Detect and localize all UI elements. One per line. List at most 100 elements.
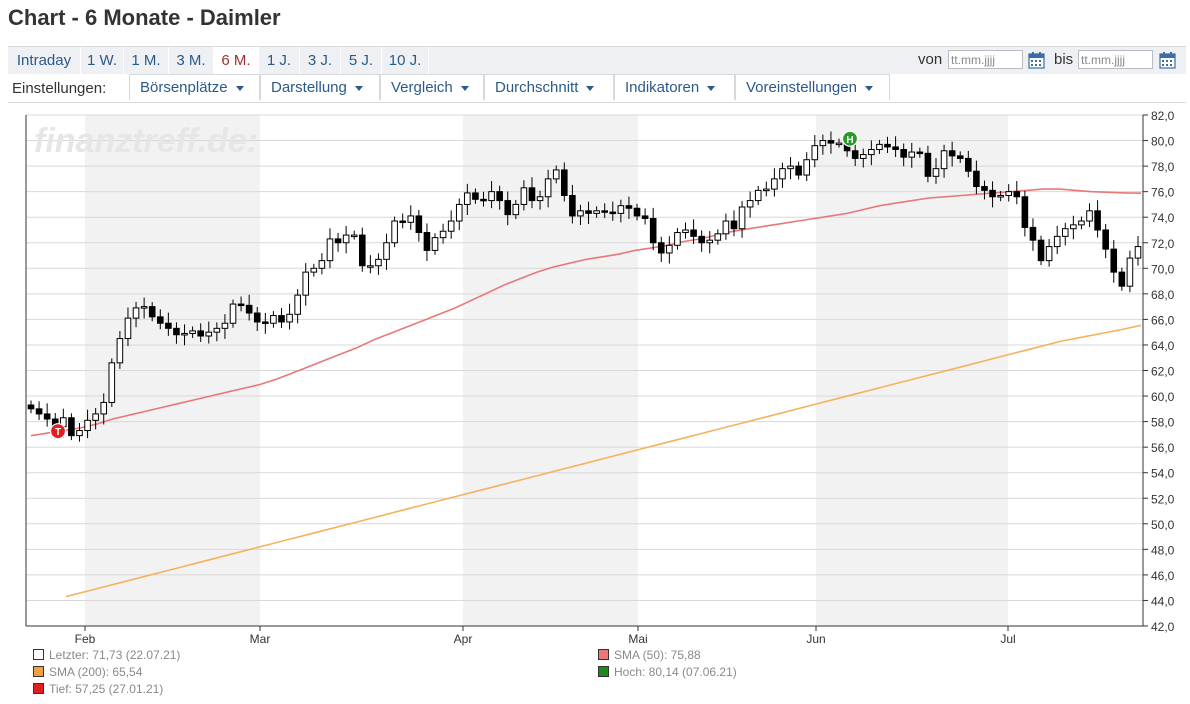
candle-body — [682, 229, 689, 234]
legend-swatch — [33, 683, 44, 694]
candle-body — [835, 142, 843, 146]
candle-body — [148, 306, 156, 318]
candle-body — [633, 207, 641, 217]
candle-body — [294, 294, 301, 315]
y-tick-label: 44,0 — [1151, 594, 1175, 608]
tab-3m[interactable]: 3 M. — [169, 47, 214, 74]
x-tick-label: Mar — [250, 632, 271, 646]
candle-body — [771, 178, 778, 190]
candle-body — [431, 237, 439, 251]
from-date-input[interactable]: tt.mm.jjjj — [948, 50, 1023, 69]
legend-item-sma50: SMA (50): 75,88 — [598, 648, 701, 662]
candle-body — [334, 238, 342, 244]
candle-body — [1070, 224, 1077, 230]
candle-body — [948, 150, 956, 157]
axes — [25, 115, 1144, 627]
candle-body — [229, 303, 237, 324]
candle-body — [1134, 246, 1142, 259]
candle-body — [189, 330, 196, 334]
tab-3j[interactable]: 3 J. — [300, 47, 341, 74]
menu-label: Indikatoren — [625, 79, 700, 96]
tab-1m[interactable]: 1 M. — [124, 47, 169, 74]
candle-body — [754, 189, 762, 202]
tab-5j[interactable]: 5 J. — [341, 47, 382, 74]
candle-body — [649, 217, 657, 244]
candle-body — [173, 327, 180, 336]
to-label: bis — [1054, 51, 1074, 68]
calendar-icon[interactable] — [1028, 51, 1045, 69]
tab-6m[interactable]: 6 M. — [214, 47, 259, 74]
candle-body — [245, 304, 253, 314]
candle-body — [391, 220, 398, 244]
candle-body — [383, 242, 390, 260]
candle-body — [1110, 248, 1118, 273]
legend-swatch — [598, 649, 609, 660]
caret-down-icon — [460, 85, 469, 91]
candle-body — [399, 220, 406, 224]
tab-1j[interactable]: 1 J. — [259, 47, 300, 74]
tab-1w[interactable]: 1 W. — [81, 47, 124, 74]
legend-label: Hoch: 80,14 (07.06.21) — [614, 665, 737, 679]
candle-body — [213, 327, 221, 333]
candle-body — [262, 321, 269, 324]
menu-voreinstellungen[interactable]: Voreinstellungen — [735, 74, 890, 100]
settings-label: Einstellungen: — [12, 80, 107, 97]
y-tick-label: 58,0 — [1151, 416, 1175, 430]
menu-durchschnitt[interactable]: Durchschnitt — [484, 74, 614, 100]
menu-darstellung[interactable]: Darstellung — [260, 74, 380, 100]
caret-down-icon — [707, 85, 716, 91]
menu-label: Durchschnitt — [495, 79, 579, 96]
candle-body — [375, 258, 382, 267]
low-marker — [49, 423, 67, 440]
x-tick-label: Apr — [454, 632, 473, 646]
y-tick-label: 48,0 — [1151, 543, 1175, 557]
candle-body — [205, 331, 213, 337]
tab-10j[interactable]: 10 J. — [382, 47, 429, 74]
candle-body — [552, 169, 560, 180]
caret-down-icon — [864, 85, 873, 91]
candle-body — [746, 200, 754, 208]
candle-body — [544, 178, 552, 198]
candle-body — [132, 307, 140, 319]
menu-boersenplaetze[interactable]: Börsenplätze — [129, 74, 260, 100]
candle-body — [156, 316, 164, 324]
y-tick-label: 62,0 — [1151, 365, 1175, 379]
candle-body — [657, 242, 665, 254]
candle-body — [577, 210, 584, 217]
tab-intraday[interactable]: Intraday — [8, 47, 81, 74]
to-date-input[interactable]: tt.mm.jjjj — [1078, 50, 1153, 69]
extreme-markers: TH — [49, 130, 859, 440]
candle-body — [1021, 196, 1029, 228]
grid-lines — [26, 114, 1148, 627]
candle-body — [1126, 257, 1134, 287]
candle-body — [940, 150, 948, 170]
menu-vergleich[interactable]: Vergleich — [380, 74, 484, 100]
calendar-icon[interactable] — [1159, 51, 1176, 69]
legend-label: SMA (50): 75,88 — [614, 648, 701, 662]
candle-body — [625, 205, 633, 209]
candle-body — [68, 417, 75, 437]
candle-body — [851, 150, 859, 159]
candle-body — [512, 203, 520, 216]
candle-body — [520, 187, 528, 205]
y-tick-label: 82,0 — [1151, 109, 1175, 123]
sma50-path — [30, 188, 1142, 437]
candle-body — [884, 143, 891, 148]
x-tick-label: Feb — [75, 632, 96, 646]
menu-indikatoren[interactable]: Indikatoren — [614, 74, 735, 100]
candle-body — [1045, 246, 1053, 262]
candle-body — [617, 205, 625, 214]
candle-body — [76, 430, 83, 437]
candle-body — [722, 220, 730, 235]
legend-label: SMA (200): 65,54 — [49, 665, 143, 679]
candle-body — [536, 196, 544, 202]
menu-label: Darstellung — [271, 79, 347, 96]
candle-body — [108, 362, 116, 403]
y-tick-label: 78,0 — [1151, 160, 1175, 174]
x-tick-label: Jun — [806, 632, 825, 646]
y-tick-label: 42,0 — [1151, 620, 1175, 634]
sma200-line — [65, 324, 1142, 598]
y-tick-label: 64,0 — [1151, 339, 1175, 353]
y-tick-label: 50,0 — [1151, 518, 1175, 532]
candle-body — [1118, 271, 1126, 287]
